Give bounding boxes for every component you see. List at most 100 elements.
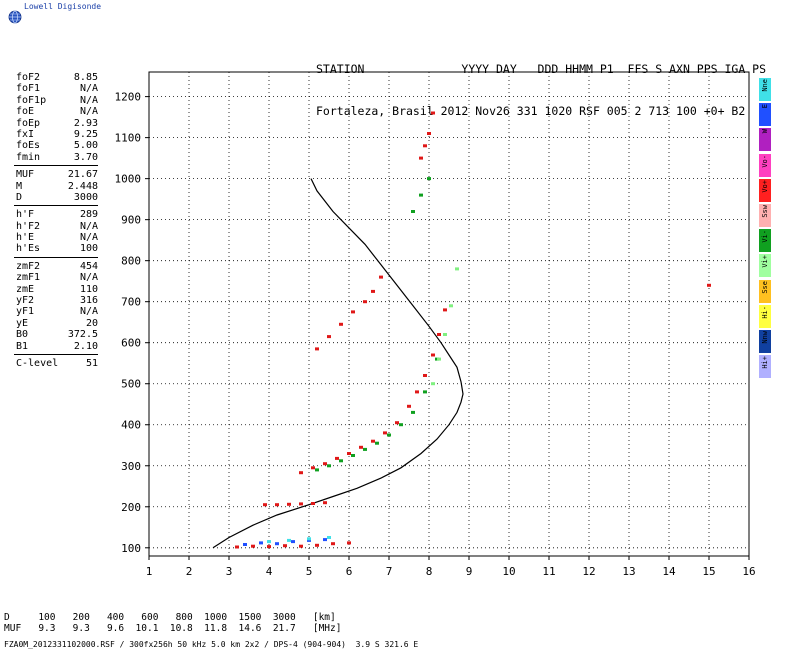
legend-label: Vo- [761, 154, 769, 168]
echo-point [259, 541, 263, 545]
legend-label: W [761, 129, 769, 134]
x-tick-label: 7 [386, 565, 393, 578]
echo-point [347, 452, 351, 455]
param-row-hes: h'Es 100 [14, 243, 98, 254]
echo-point [275, 542, 279, 546]
legend-item-vi: Vi- [759, 229, 771, 253]
echo-point [307, 538, 311, 542]
param-value: 454 [79, 260, 98, 272]
param-label: yE [16, 317, 29, 329]
legend-item-e: E [759, 103, 771, 127]
param-value: N/A [79, 306, 98, 318]
param-value: N/A [79, 94, 98, 106]
x-tick-label: 3 [226, 565, 233, 578]
distance-row: D 100 200 400 600 800 1000 1500 3000 [km… [4, 612, 336, 623]
param-separator [14, 165, 98, 167]
echo-point [263, 503, 267, 507]
legend-label: Hi- [761, 305, 769, 319]
echo-point [315, 347, 319, 351]
param-value: 51 [85, 357, 98, 369]
param-row-hf: h'F 289 [14, 209, 98, 220]
param-row-d: D 3000 [14, 192, 98, 203]
y-tick-label: 900 [121, 214, 141, 227]
param-label: B0 [16, 329, 29, 341]
echo-point [323, 538, 327, 542]
param-value: 9.25 [73, 128, 98, 140]
param-row-fof2: foF2 8.85 [14, 72, 98, 83]
echo-point [427, 177, 431, 181]
echo-point [443, 333, 447, 336]
legend-label: Vi- [761, 230, 769, 243]
echo-point [327, 335, 331, 339]
y-tick-label: 1100 [115, 132, 142, 145]
legend-item-vo: Vo- [759, 153, 771, 177]
legend-item-nnw: Nnw [759, 329, 771, 353]
param-label: yF2 [16, 295, 35, 307]
x-tick-label: 10 [502, 565, 515, 578]
x-tick-label: 15 [702, 565, 715, 578]
param-label: foF2 [16, 72, 41, 83]
echo-point [235, 545, 239, 549]
x-tick-label: 16 [742, 565, 755, 578]
echo-point [707, 283, 711, 287]
param-separator [14, 205, 98, 207]
param-row-yf2: yF2 316 [14, 295, 98, 306]
legend-item-ssw: Ssw [759, 203, 771, 227]
param-label: yF1 [16, 306, 35, 318]
legend-label: Nnw [761, 330, 769, 344]
param-row-foes: foEs 5.00 [14, 140, 98, 151]
x-tick-label: 12 [582, 565, 595, 578]
param-label: h'F2 [16, 220, 41, 232]
echo-point [399, 423, 403, 427]
globe-icon [8, 10, 22, 24]
echo-point [323, 501, 327, 505]
y-tick-label: 400 [121, 419, 141, 432]
param-row-b0: B0 372.5 [14, 329, 98, 340]
echo-point [315, 543, 319, 547]
echo-point [347, 541, 351, 545]
param-row-ye: yE 20 [14, 318, 98, 329]
param-row-foep: foEp 2.93 [14, 118, 98, 129]
echo-point [419, 193, 423, 197]
param-label: foEp [16, 117, 41, 129]
echo-point [419, 156, 423, 160]
echo-point [275, 503, 279, 507]
echo-point [449, 304, 453, 308]
legend-item-vo: Vo+ [759, 178, 771, 202]
x-tick-label: 11 [542, 565, 555, 578]
legend-label: Sse [761, 280, 769, 294]
param-value: N/A [79, 106, 98, 118]
echo-point [407, 404, 411, 408]
y-tick-label: 600 [121, 337, 141, 350]
header-values: Fortaleza, Brasil 2012 Nov26 331 1020 RS… [316, 104, 746, 118]
param-label: foE [16, 106, 35, 118]
echo-point [267, 540, 271, 544]
scaled-parameters: foF2 8.85 foF1 N/A foF1p N/A foE N/A foEp 2.93 fxI… [14, 72, 98, 369]
legend-label: Nne [761, 79, 769, 92]
polarization-legend: Nne E W Vo- Vo+ Ssw Vi- Vi+ Sse Hi- Nnw Hi+ [759, 78, 771, 380]
param-label: zmF1 [16, 272, 41, 284]
echo-point [411, 410, 415, 414]
legend-item-vi: Vi+ [759, 254, 771, 278]
x-tick-label: 8 [426, 565, 433, 578]
echo-point [307, 537, 311, 541]
y-tick-label: 700 [121, 296, 141, 309]
echo-point [431, 111, 435, 115]
y-tick-label: 1000 [115, 173, 142, 186]
param-label: foEs [16, 140, 41, 152]
legend-item-w: W [759, 128, 771, 152]
echo-point [415, 390, 419, 394]
echo-point [395, 421, 399, 425]
echo-point [291, 540, 295, 544]
legend-label: Hi+ [761, 356, 769, 369]
param-value: N/A [79, 232, 98, 244]
echo-point [423, 374, 427, 377]
echo-point [243, 543, 247, 546]
echo-point [287, 538, 291, 542]
param-value: N/A [79, 83, 98, 95]
param-value: 3000 [73, 191, 98, 203]
legend-item-hi: Hi+ [759, 355, 771, 379]
param-value: 316 [79, 295, 98, 307]
param-value: 8.85 [73, 72, 98, 83]
echo-point [437, 333, 441, 336]
